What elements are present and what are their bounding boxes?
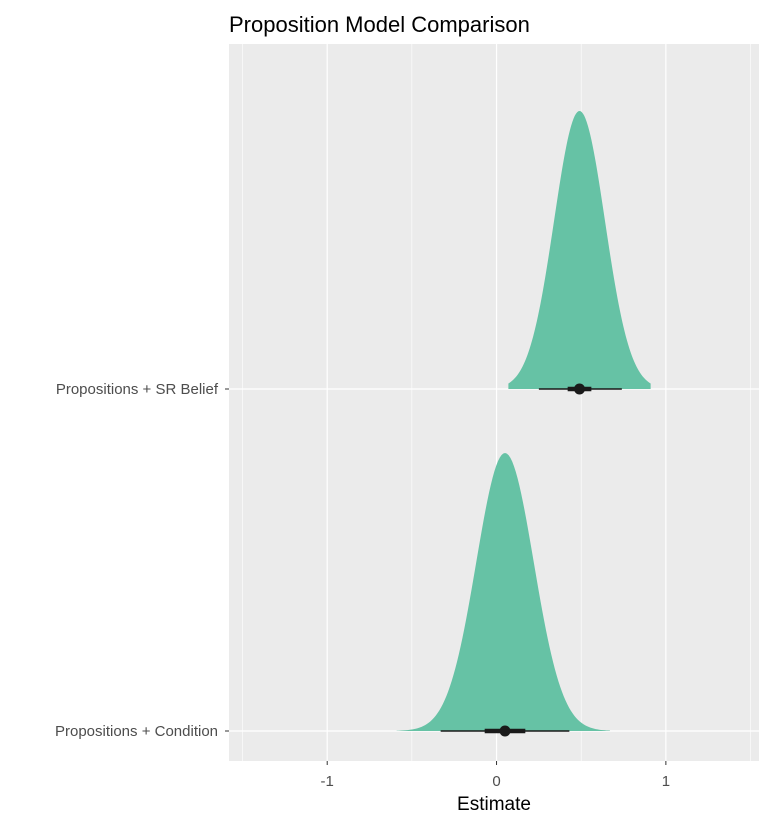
x-tick-label: -1 xyxy=(321,773,334,790)
x-axis-label: Estimate xyxy=(457,794,531,815)
y-tick-label: Propositions + SR Belief xyxy=(56,381,219,398)
series-group xyxy=(508,111,651,395)
y-axis-ticks: Propositions + SR Belief Propositions + C… xyxy=(55,381,229,740)
chart-title: Proposition Model Comparison xyxy=(229,12,530,37)
chart-marks xyxy=(396,111,651,737)
x-tick-label: 0 xyxy=(492,773,500,790)
density-area xyxy=(508,111,651,389)
point-estimate xyxy=(499,725,511,737)
point-estimate xyxy=(574,383,586,395)
x-tick-label: 1 xyxy=(662,773,670,790)
density-area xyxy=(396,453,610,731)
x-axis-ticks: -1 0 1 xyxy=(321,761,670,790)
series-group xyxy=(396,453,610,737)
y-tick-label: Propositions + Condition xyxy=(55,723,218,740)
